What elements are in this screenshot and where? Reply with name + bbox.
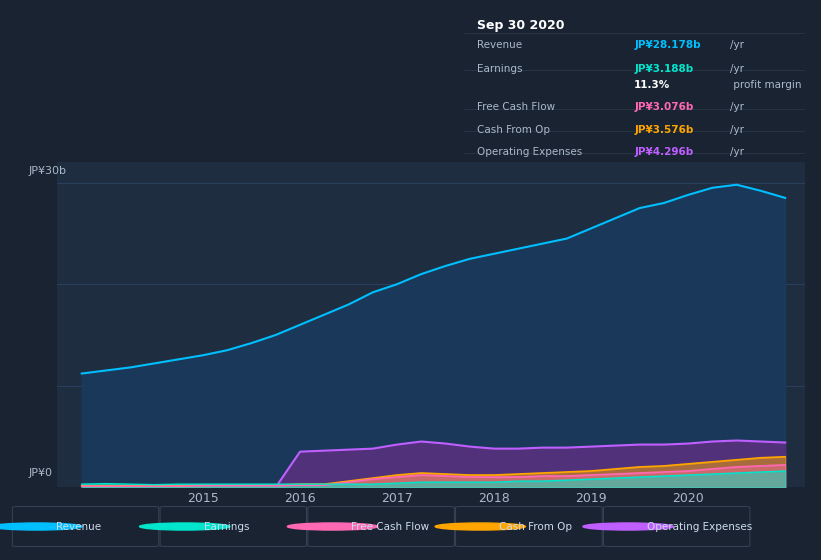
- Text: /yr: /yr: [730, 147, 744, 157]
- Text: /yr: /yr: [730, 64, 744, 74]
- Text: Cash From Op: Cash From Op: [478, 124, 551, 134]
- Circle shape: [435, 523, 525, 530]
- Text: Free Cash Flow: Free Cash Flow: [351, 521, 429, 531]
- Text: Operating Expenses: Operating Expenses: [478, 147, 583, 157]
- Circle shape: [0, 523, 82, 530]
- Text: JP¥28.178b: JP¥28.178b: [635, 40, 701, 50]
- Circle shape: [287, 523, 378, 530]
- Circle shape: [140, 523, 230, 530]
- Text: Free Cash Flow: Free Cash Flow: [478, 102, 556, 112]
- Circle shape: [583, 523, 673, 530]
- Text: Cash From Op: Cash From Op: [499, 521, 572, 531]
- Text: /yr: /yr: [730, 40, 744, 50]
- Text: Revenue: Revenue: [478, 40, 523, 50]
- Text: profit margin: profit margin: [730, 80, 801, 90]
- Text: JP¥30b: JP¥30b: [29, 166, 67, 176]
- Text: /yr: /yr: [730, 102, 744, 112]
- Text: Earnings: Earnings: [204, 521, 249, 531]
- Text: JP¥3.076b: JP¥3.076b: [635, 102, 694, 112]
- Text: JP¥3.188b: JP¥3.188b: [635, 64, 694, 74]
- Text: Operating Expenses: Operating Expenses: [647, 521, 752, 531]
- Text: Earnings: Earnings: [478, 64, 523, 74]
- Text: 11.3%: 11.3%: [635, 80, 671, 90]
- Text: Revenue: Revenue: [56, 521, 101, 531]
- Text: JP¥0: JP¥0: [29, 468, 53, 478]
- Text: JP¥3.576b: JP¥3.576b: [635, 124, 694, 134]
- Text: Sep 30 2020: Sep 30 2020: [478, 19, 565, 32]
- Text: /yr: /yr: [730, 124, 744, 134]
- Text: JP¥4.296b: JP¥4.296b: [635, 147, 694, 157]
